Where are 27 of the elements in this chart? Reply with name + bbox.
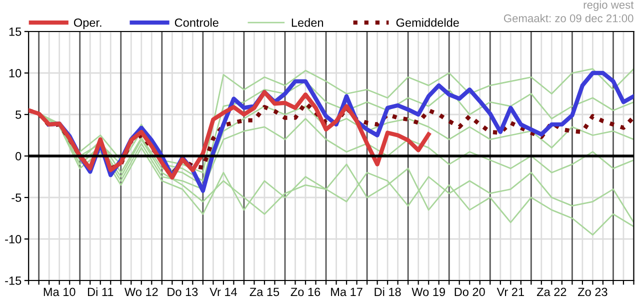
y-tick-label: 15 [9, 28, 22, 36]
text: regio west [584, 0, 634, 11]
x-tick-label: Di 18 [374, 287, 401, 296]
x-tick-label: Do 20 [454, 288, 485, 296]
x-tick-label: Wo 19 [412, 288, 445, 296]
x-tick-label: Ma 17 [331, 288, 362, 296]
legend-label: Controle [174, 18, 218, 27]
y-tick-label: -15 [5, 276, 22, 285]
x-tick-label: Vr 14 [210, 288, 237, 296]
x-tick-label: Wo 12 [124, 288, 158, 296]
y-tick-label: 5 [16, 110, 22, 119]
x-tick-label: Za 22 [536, 288, 566, 296]
legend-label: Oper. [74, 18, 102, 30]
legend-label: Gemiddelde [396, 18, 459, 27]
y-tick-label: -5 [12, 194, 22, 202]
x-tick-label: Do 13 [168, 288, 198, 296]
x-tick-label: Za 15 [250, 288, 280, 296]
x-tick-label: Zo 16 [290, 288, 320, 296]
x-tick-label: Vr 21 [496, 288, 524, 296]
x-tick-label: Zo 23 [578, 288, 608, 296]
y-tick-label: 0 [16, 152, 22, 160]
y-tick-label: 10 [9, 69, 22, 78]
x-tick-label: Ma 10 [44, 288, 76, 296]
legend-label: Leden [292, 18, 324, 27]
text: Gemaakt: zo 09 dec 21:00 [504, 14, 634, 22]
x-tick-label: Di 11 [88, 287, 114, 296]
y-tick-label: -10 [5, 235, 22, 244]
